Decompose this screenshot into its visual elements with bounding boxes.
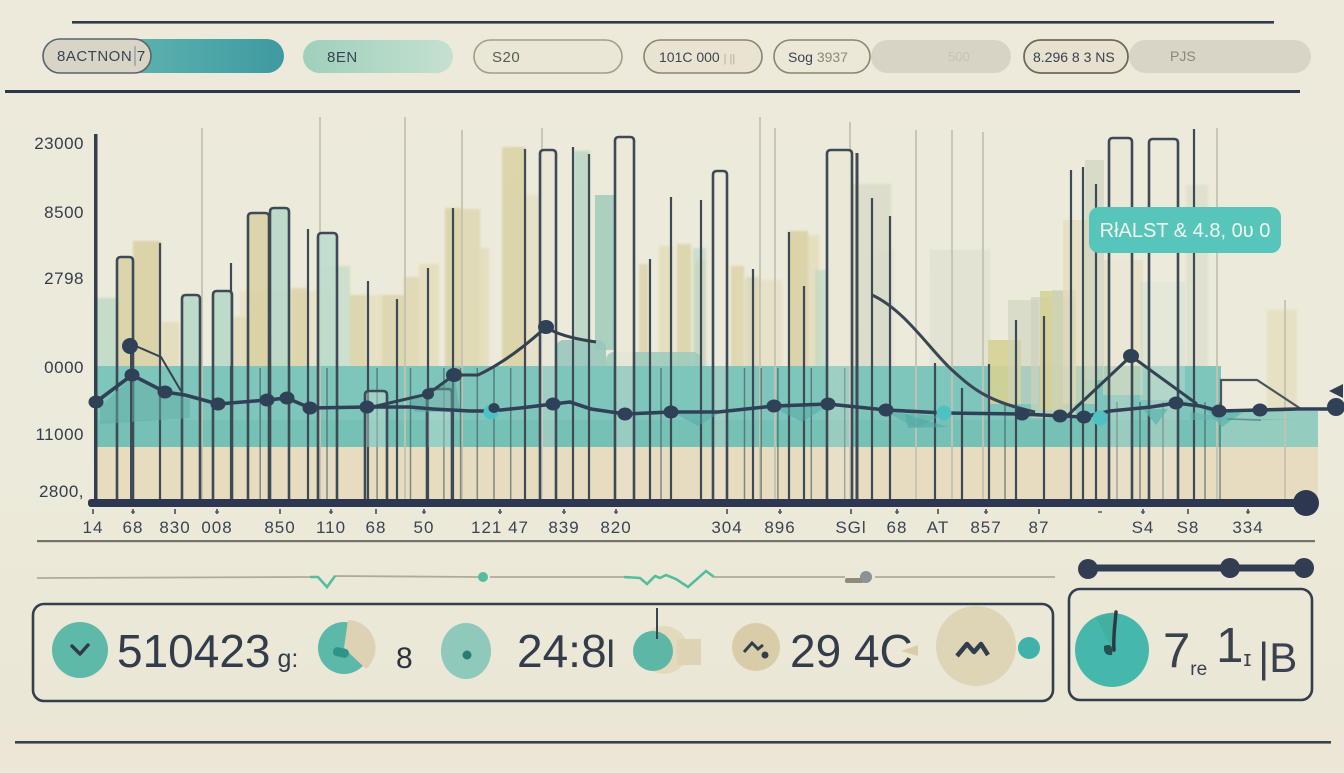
svg-text:24:8l: 24:8l [517, 625, 615, 677]
svg-text:S4: S4 [1132, 518, 1155, 537]
svg-text:8EN: 8EN [327, 49, 358, 66]
svg-text:2800,: 2800, [39, 482, 84, 501]
svg-text:820: 820 [600, 518, 631, 537]
svg-text:500: 500 [948, 49, 970, 64]
svg-text:110: 110 [316, 518, 346, 537]
svg-text:29 4C: 29 4C [790, 625, 913, 677]
svg-text:8ACTNON 7: 8ACTNON 7 [57, 48, 146, 65]
svg-text:896: 896 [764, 518, 795, 537]
svg-text:101C 000 | ||: 101C 000 | || [659, 49, 735, 65]
svg-text:68: 68 [123, 518, 144, 537]
svg-text:850: 850 [264, 518, 295, 537]
svg-text:0000: 0000 [44, 358, 84, 377]
svg-text:PJS: PJS [1170, 48, 1196, 64]
svg-text:334: 334 [1232, 518, 1263, 537]
svg-text:8: 8 [396, 642, 413, 675]
svg-text:008: 008 [201, 518, 232, 537]
svg-text:8.296 8 3 NS: 8.296 8 3 NS [1033, 49, 1115, 65]
svg-text:AT: AT [927, 518, 949, 537]
svg-text:50: 50 [414, 518, 435, 537]
svg-text:830: 830 [159, 518, 190, 537]
svg-text:RłALST & 4.8, 0ᴜ 0: RłALST & 4.8, 0ᴜ 0 [1100, 220, 1271, 242]
svg-text:S8: S8 [1177, 518, 1200, 537]
svg-text:Sog 3937: Sog 3937 [788, 49, 848, 65]
svg-text:68: 68 [366, 518, 387, 537]
svg-text:8500: 8500 [44, 203, 84, 222]
svg-text:304: 304 [711, 518, 742, 537]
svg-text:121 47: 121 47 [471, 518, 529, 537]
svg-text:857: 857 [970, 518, 1001, 537]
svg-text:14: 14 [83, 518, 104, 537]
svg-text:23000: 23000 [34, 134, 84, 153]
svg-text:11000: 11000 [35, 425, 84, 444]
svg-text:SGl: SGl [835, 518, 866, 537]
svg-text:839: 839 [548, 518, 579, 537]
svg-text:S20: S20 [492, 49, 520, 66]
svg-text:87: 87 [1029, 518, 1050, 537]
svg-text:68: 68 [887, 518, 908, 537]
svg-text:2798: 2798 [44, 269, 84, 288]
